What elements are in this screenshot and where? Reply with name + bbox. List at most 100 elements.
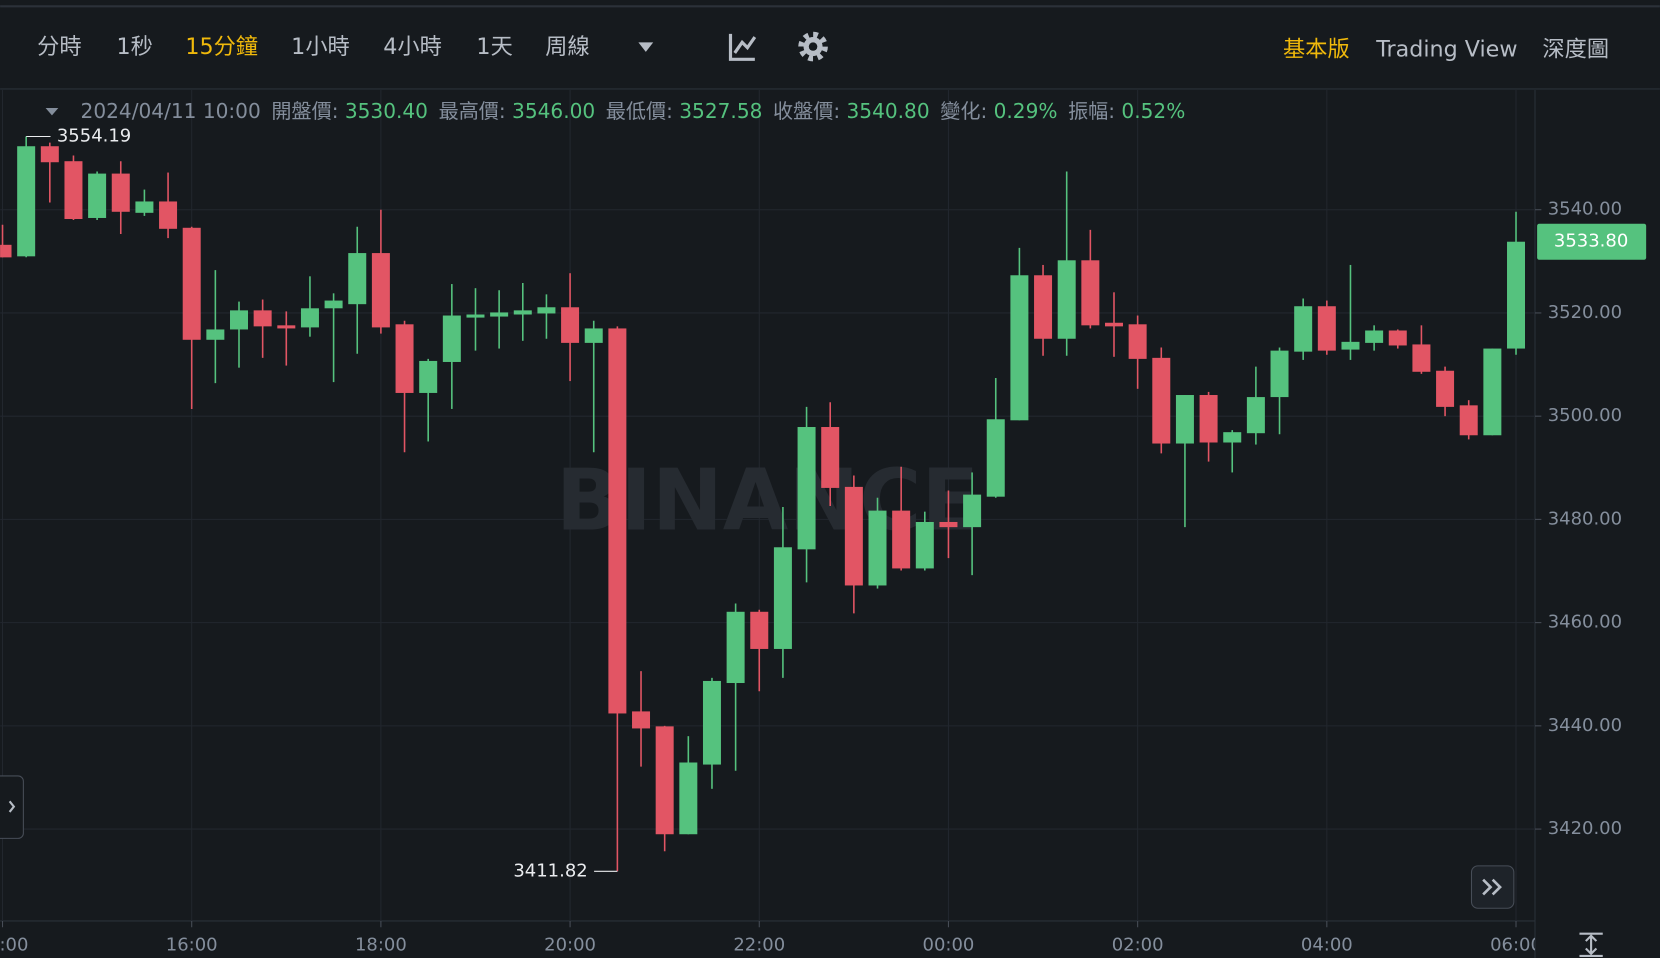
candle-body — [1365, 330, 1384, 343]
candle-body — [750, 611, 769, 649]
y-tick-label: 3420.00 — [1548, 818, 1622, 839]
candle-body — [1412, 344, 1431, 372]
candle-body — [821, 427, 840, 488]
candle-body — [1199, 395, 1218, 443]
candle-body — [40, 146, 59, 163]
candle-body — [1057, 260, 1076, 339]
candle-body — [1034, 275, 1053, 339]
candle-body — [490, 312, 509, 317]
interval-tab[interactable]: 1秒 — [117, 34, 153, 60]
candle-body — [726, 611, 745, 684]
candle-body — [1175, 395, 1194, 444]
interval-tab[interactable]: 1天 — [476, 34, 512, 60]
high-label: 3554.19 — [57, 125, 131, 146]
info-label: 開盤價: — [271, 99, 338, 123]
last-price-tag — [1537, 223, 1647, 260]
candle-body — [64, 161, 83, 220]
candle-body — [371, 253, 390, 328]
candle-body — [1507, 241, 1526, 349]
view-tab[interactable]: 基本版 — [1283, 36, 1350, 62]
info-label: 振幅: — [1068, 99, 1115, 123]
candle-body — [1246, 397, 1265, 434]
candle-body — [1081, 260, 1100, 326]
candle-body — [632, 711, 651, 729]
candle-body — [868, 510, 887, 586]
candle-body — [561, 307, 580, 343]
candle-body — [300, 308, 319, 328]
candle-body — [679, 762, 698, 835]
info-value: 0.52% — [1121, 99, 1185, 123]
candle-body — [253, 310, 272, 327]
candle-body — [466, 314, 485, 318]
x-tick-label: 16:00 — [166, 934, 218, 955]
x-tick-label: 00:00 — [923, 934, 975, 955]
interval-tab[interactable]: 分時 — [37, 34, 81, 60]
candle-body — [159, 201, 178, 229]
x-tick-label: 20:00 — [544, 934, 596, 955]
candle-body — [1152, 357, 1171, 444]
candle-body — [442, 315, 461, 362]
candle-body — [773, 547, 792, 649]
info-value: 0.29% — [994, 99, 1058, 123]
y-tick-label: 3460.00 — [1548, 612, 1622, 633]
info-value: 3530.40 — [345, 99, 428, 123]
x-tick-label: 06:00 — [1490, 934, 1542, 955]
candle-body — [892, 510, 911, 569]
candle-body — [1388, 330, 1407, 346]
low-label: 3411.82 — [513, 860, 587, 881]
candle-body — [844, 486, 863, 586]
interval-tab[interactable]: 1小時 — [291, 34, 350, 60]
candle-body — [277, 325, 296, 329]
candle-body — [1317, 306, 1336, 351]
info-label: 最高價: — [439, 99, 506, 123]
last-price-label: 3533.80 — [1554, 231, 1628, 252]
y-tick-label: 3520.00 — [1548, 302, 1622, 323]
candle-body — [537, 307, 556, 314]
info-label: 變化: — [940, 99, 987, 123]
x-tick-label: 04:00 — [1301, 934, 1353, 955]
candle-body — [419, 360, 438, 393]
info-label: 最低價: — [606, 99, 673, 123]
interval-tab[interactable]: 周線 — [545, 34, 589, 60]
left-panel-toggle[interactable] — [0, 775, 24, 839]
info-value: 3540.80 — [846, 99, 929, 123]
x-tick-label: 18:00 — [355, 934, 407, 955]
indicator-icon[interactable] — [728, 33, 757, 61]
candle-body — [797, 427, 816, 550]
candle-body — [88, 173, 107, 218]
candle-body — [230, 310, 249, 330]
scale-toggle[interactable] — [1579, 932, 1603, 957]
candle-body — [1128, 324, 1147, 359]
info-toggle[interactable] — [45, 107, 59, 116]
candle-body — [1010, 275, 1029, 421]
candle-body — [1483, 348, 1502, 436]
view-tab[interactable]: 深度圖 — [1542, 36, 1609, 62]
view-tab[interactable]: Trading View — [1375, 36, 1517, 62]
candle-body — [513, 310, 532, 315]
candle-body — [608, 328, 627, 714]
settings-icon[interactable] — [798, 31, 828, 62]
candle-body — [395, 324, 414, 393]
candle-body — [1223, 432, 1242, 443]
candle-body — [1341, 341, 1360, 350]
candle-body — [986, 419, 1005, 497]
time-axis: 14:00 16:00 18:00 20:00 22:00 00:00 02:00 04:00… — [0, 920, 1542, 955]
candle-body — [182, 227, 201, 340]
scroll-to-latest[interactable] — [1470, 865, 1515, 909]
interval-tab[interactable]: 15分鐘 — [185, 34, 258, 60]
candle-body — [915, 521, 934, 569]
interval-tab[interactable]: 4小時 — [383, 34, 442, 60]
interval-dropdown[interactable] — [638, 42, 654, 52]
candle-body — [1436, 370, 1455, 407]
y-tick-label: 3440.00 — [1548, 715, 1622, 736]
candle-body — [1294, 306, 1313, 352]
candle-body — [1104, 322, 1123, 327]
info-value: 3527.58 — [679, 99, 762, 123]
candle-body — [324, 300, 343, 309]
candle-body — [111, 173, 130, 212]
info-date: 2024/04/11 10:00 — [81, 99, 261, 123]
y-tick-label: 3500.00 — [1548, 405, 1622, 426]
